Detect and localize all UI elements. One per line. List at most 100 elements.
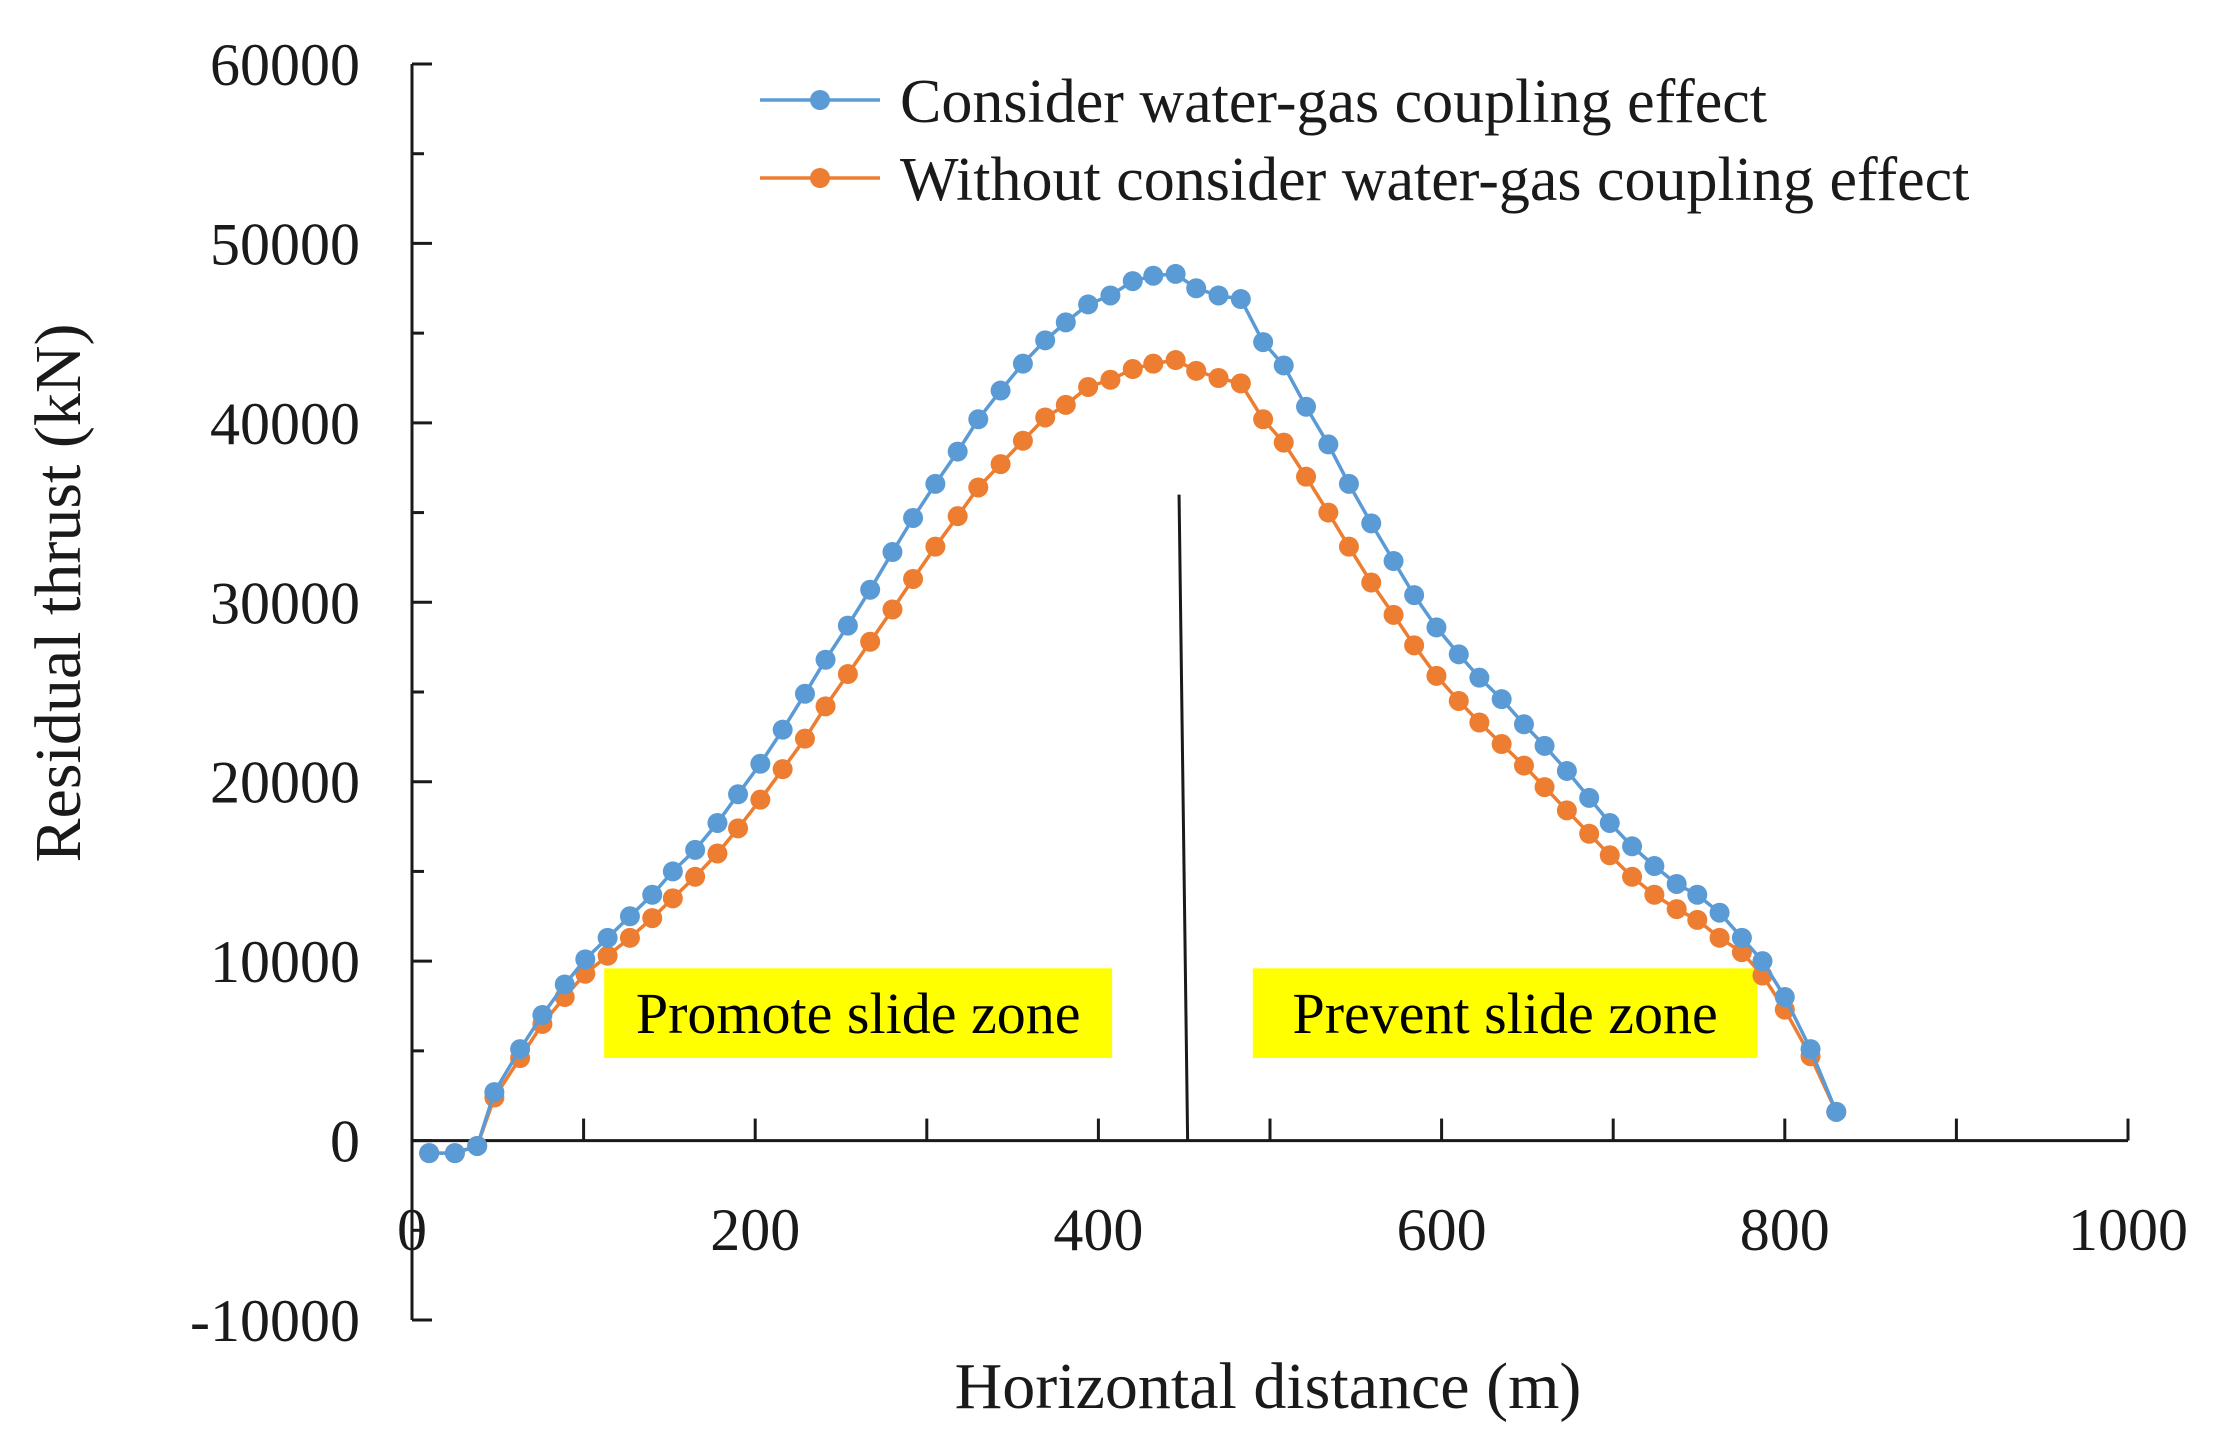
y-tick-label: 20000 [210,750,360,816]
zone-highlight [1252,968,1758,1059]
data-point [1579,787,1600,808]
data-point [794,728,815,749]
data-point [1426,665,1447,686]
data-point [662,861,683,882]
data-point [750,753,771,774]
data-point [685,839,706,860]
data-point [1826,1101,1847,1122]
data-point [990,454,1011,475]
data-point [1800,1039,1821,1060]
data-point [1709,902,1730,923]
data-point [1448,690,1469,711]
data-point [1318,434,1339,455]
data-point [882,542,903,563]
data-point [1644,884,1665,905]
data-point [1383,604,1404,625]
data-point [1338,473,1359,494]
series-1 [419,263,1847,1164]
data-point [1426,617,1447,638]
data-point [619,906,640,927]
data-point [728,784,749,805]
data-point [1579,823,1600,844]
data-point [1774,987,1795,1008]
data-point [1318,502,1339,523]
data-point [1012,353,1033,374]
y-tick-label: 10000 [210,929,360,995]
data-point [1253,332,1274,353]
data-point [1666,899,1687,920]
data-point [1448,644,1469,665]
data-point [990,380,1011,401]
data-point [1035,330,1056,351]
data-point [510,1039,531,1060]
data-point [1404,585,1425,606]
data-point [794,683,815,704]
zone-divider-line [1177,494,1190,1141]
data-point [575,963,596,984]
data-point [662,888,683,909]
data-point [597,945,618,966]
y-tick-label: 0 [330,1109,360,1175]
data-point [728,818,749,839]
data-point [1273,355,1294,376]
data-point [1469,667,1490,688]
data-point [1230,289,1251,310]
legend-swatch-marker [810,90,830,110]
data-point [1644,856,1665,877]
data-point [1513,755,1534,776]
data-point [419,1143,440,1164]
data-point [1361,513,1382,534]
data-point [685,866,706,887]
data-point [1165,350,1186,371]
data-point [1534,735,1555,756]
data-point [750,789,771,810]
data-point [1622,866,1643,887]
data-point [1491,689,1512,710]
data-point [1100,285,1121,306]
data-point [1143,353,1164,374]
data-point [1186,360,1207,381]
data-point [1296,466,1317,487]
zone-annotations: Promote slide zone Prevent slide zone [604,494,1758,1141]
data-point [707,812,728,833]
zone-highlight [604,968,1113,1059]
data-point [925,473,946,494]
data-point [642,884,663,905]
data-point [1208,368,1229,388]
data-point [882,599,903,620]
data-point [1361,572,1382,593]
data-point [1383,551,1404,572]
data-point [947,506,968,527]
data-point [903,507,924,528]
y-tick-label: 60000 [210,32,360,98]
legend: Consider water-gas coupling effect Withou… [760,68,1969,214]
data-point [1469,712,1490,733]
data-point [1731,942,1752,963]
data-point [597,927,618,948]
data-point [1709,927,1730,948]
data-point [1208,285,1229,306]
data-point [1122,271,1143,292]
legend-label: Consider water-gas coupling effect [900,68,1767,136]
data-point [444,1143,465,1164]
data-point [1731,927,1752,948]
x-tick-label: 800 [1740,1197,1830,1263]
data-point [1599,812,1620,833]
data-point [1556,800,1577,821]
data-point [1186,278,1207,299]
axes: -10000 0 10000 20000 30000 40000 50000 60000 0 20… [190,32,2188,1354]
data-point [925,536,946,557]
data-point [1556,760,1577,781]
data-point [772,759,793,780]
data-point [1055,394,1076,415]
data-point [1491,734,1512,755]
x-tick-label: 1000 [2068,1197,2188,1263]
zone-label: Prevent slide zone [1292,981,1717,1046]
data-point [1100,369,1121,390]
y-tick-label: 30000 [210,570,360,636]
data-point [1599,845,1620,866]
data-point [1055,312,1076,333]
zone-label: Promote slide zone [636,981,1081,1046]
data-point [1752,951,1773,972]
data-point [575,949,596,970]
